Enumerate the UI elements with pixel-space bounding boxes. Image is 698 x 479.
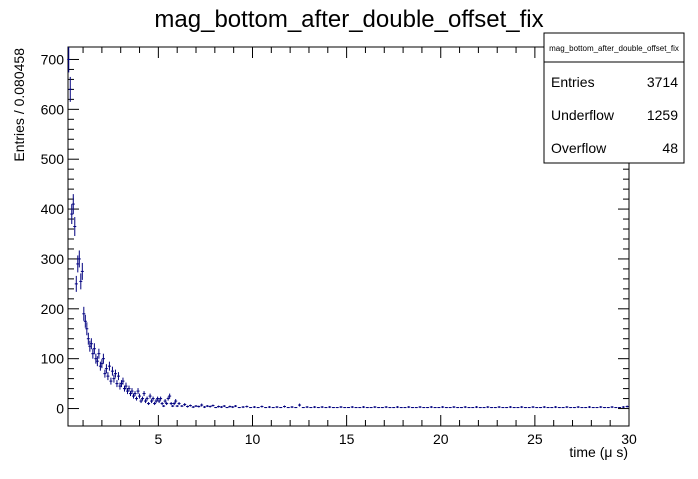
y-tick-label: 400 — [41, 201, 65, 217]
y-axis-label: Entries / 0.080458 — [11, 48, 27, 162]
stats-underflow-label: Underflow — [551, 107, 615, 123]
x-tick-label: 25 — [527, 431, 543, 447]
x-axis-label: time (μ s) — [569, 444, 628, 460]
y-tick-label: 500 — [41, 151, 65, 167]
stats-box-frame — [543, 32, 685, 164]
x-tick-label: 5 — [154, 431, 162, 447]
chart-title: mag_bottom_after_double_offset_fix — [154, 6, 543, 33]
stats-entries-label: Entries — [551, 74, 595, 90]
y-tick-label: 600 — [41, 101, 65, 117]
stats-underflow-value: 1259 — [647, 107, 678, 123]
y-tick-label: 100 — [41, 351, 65, 367]
stats-entries-value: 3714 — [647, 74, 678, 90]
stats-box: mag_bottom_after_double_offset_fix Entri… — [543, 32, 685, 164]
plot-frame — [67, 46, 630, 427]
x-tick-label: 20 — [433, 431, 449, 447]
stats-overflow-value: 48 — [662, 140, 678, 156]
stats-overflow-label: Overflow — [551, 140, 607, 156]
data-points — [67, 47, 629, 409]
y-tick-label: 300 — [41, 251, 65, 267]
x-tick-label: 30 — [621, 431, 637, 447]
y-axis: 0 100 200 300 400 500 600 700 — [41, 51, 629, 417]
y-tick-label: 0 — [56, 401, 64, 417]
y-tick-label: 700 — [41, 51, 65, 67]
x-axis: 5 10 15 20 25 30 — [82, 47, 637, 447]
stats-box-title: mag_bottom_after_double_offset_fix — [549, 44, 679, 53]
y-tick-label: 200 — [41, 301, 65, 317]
x-tick-label: 15 — [339, 431, 355, 447]
x-tick-label: 10 — [245, 431, 261, 447]
